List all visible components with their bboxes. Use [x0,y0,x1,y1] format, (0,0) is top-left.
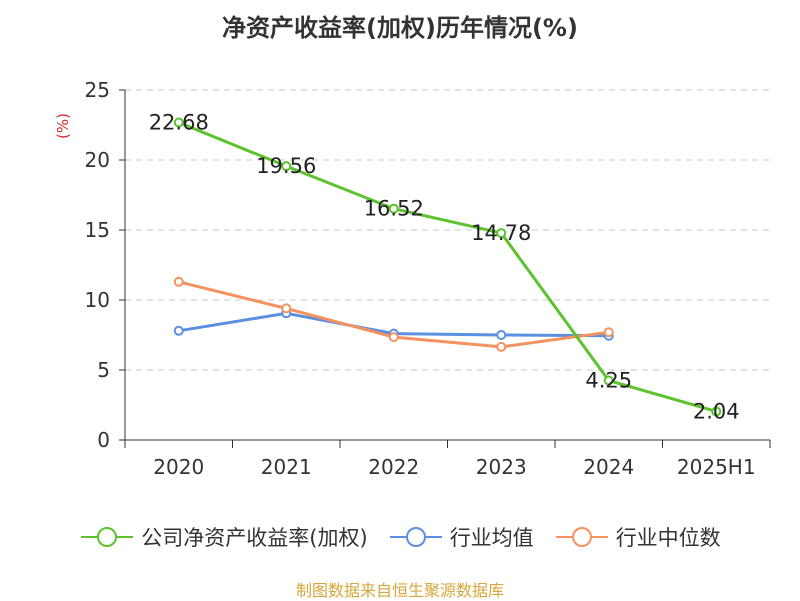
y-tick-label: 20 [85,148,110,172]
data-point [711,406,722,417]
data-point [281,303,292,314]
data-point [603,375,614,386]
data-point [388,332,399,343]
x-tick-label: 2024 [583,455,634,479]
data-point [281,161,292,172]
data-point [603,327,614,338]
data-point [173,276,184,287]
legend-swatch-icon [555,527,608,547]
legend-swatch-icon [389,527,442,547]
y-tick-label: 15 [85,218,110,242]
data-label: 19.56 [256,154,316,178]
legend-label: 行业均值 [449,526,534,550]
data-label: 2.04 [693,399,740,423]
data-point [173,117,184,128]
x-tick-label: 2022 [368,455,419,479]
legend-label: 行业中位数 [615,526,721,550]
x-tick-label: 2021 [261,455,312,479]
data-point [496,330,507,340]
series-line [178,121,717,413]
y-axis-label: (%) [54,113,72,139]
data-point [173,325,184,336]
legend-item[interactable]: 行业均值 [388,522,534,552]
x-tick-label: 2025H1 [677,455,756,479]
source-note: 制图数据来自恒生聚源数据库 [295,581,504,600]
y-tick-label: 25 [85,78,110,102]
legend: 公司净资产收益率(加权) 行业均值 行业中位数 [0,520,800,554]
legend-label: 公司净资产收益率(加权) [141,526,368,550]
legend-swatch-icon [81,527,134,547]
data-label: 22.68 [149,110,209,134]
y-tick-label: 0 [97,428,110,452]
data-point [388,203,399,214]
data-label: 16.52 [364,197,424,221]
y-tick-label: 5 [97,358,110,382]
data-point [496,228,507,239]
x-tick-label: 2023 [476,455,527,479]
x-tick-label: 2020 [153,455,204,479]
legend-item[interactable]: 行业中位数 [554,522,721,552]
data-label: 14.78 [471,221,531,245]
data-point [496,341,507,352]
data-label: 4.25 [585,369,632,393]
y-tick-label: 10 [85,288,110,312]
legend-item[interactable]: 公司净资产收益率(加权) [79,522,368,552]
chart-title: 净资产收益率(加权)历年情况(%) [222,14,578,42]
